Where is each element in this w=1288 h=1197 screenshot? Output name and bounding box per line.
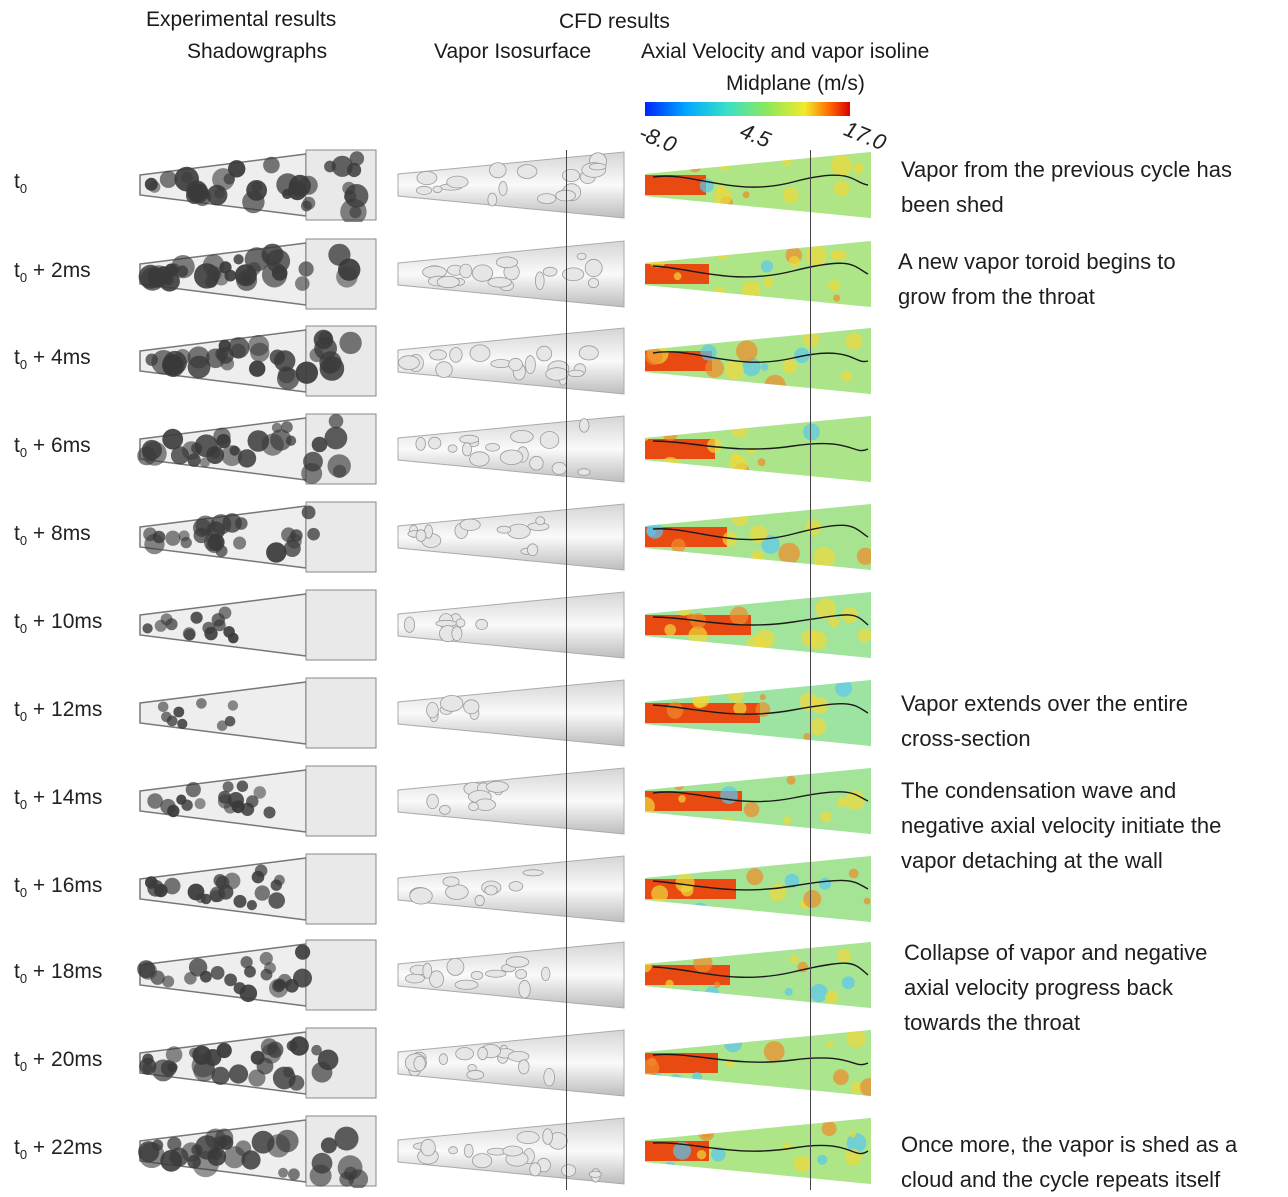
time-offset: + 20ms	[27, 1048, 102, 1071]
vapor-isosurface-image	[396, 239, 626, 309]
note-condensation-wave: The condensation wave and negative axial …	[901, 773, 1221, 878]
time-label: t0 + 16ms	[14, 874, 102, 900]
axial-velocity-map	[643, 150, 873, 220]
note-vapor-shed: Vapor from the previous cycle has been sh…	[901, 152, 1232, 222]
vapor-isosurface-header: Vapor Isosurface	[434, 40, 591, 64]
time-subscript: 0	[20, 709, 27, 724]
time-label: t0 + 14ms	[14, 786, 102, 812]
time-offset: + 2ms	[27, 259, 91, 282]
time-label: t0 + 18ms	[14, 960, 102, 986]
time-offset: + 14ms	[27, 786, 102, 809]
time-subscript: 0	[20, 1147, 27, 1162]
time-label: t0	[14, 170, 27, 196]
time-subscript: 0	[20, 1059, 27, 1074]
time-offset: + 22ms	[27, 1136, 102, 1159]
axial-velocity-map	[643, 590, 873, 660]
shadowgraph-image	[136, 588, 378, 662]
time-label: t0 + 10ms	[14, 610, 102, 636]
time-label: t0 + 8ms	[14, 522, 91, 548]
note-vapor-extends: Vapor extends over the entire cross-secti…	[901, 686, 1188, 756]
vapor-isosurface-image	[396, 766, 626, 836]
axial-velocity-map	[643, 1028, 873, 1098]
shadowgraph-image	[136, 324, 378, 398]
time-offset: + 12ms	[27, 698, 102, 721]
axial-velocity-header: Axial Velocity and vapor isoline	[641, 40, 929, 64]
vapor-isosurface-image	[396, 1028, 626, 1098]
axial-velocity-map	[643, 239, 873, 309]
time-subscript: 0	[20, 621, 27, 636]
time-subscript: 0	[20, 797, 27, 812]
time-offset: + 10ms	[27, 610, 102, 633]
time-offset: + 4ms	[27, 346, 91, 369]
vapor-isosurface-image	[396, 590, 626, 660]
time-label: t0 + 22ms	[14, 1136, 102, 1162]
time-label: t0 + 20ms	[14, 1048, 102, 1074]
time-subscript: 0	[20, 270, 27, 285]
axial-velocity-map	[643, 854, 873, 924]
vapor-isosurface-image	[396, 326, 626, 396]
reference-line-velocity	[810, 150, 811, 1190]
axial-velocity-map	[643, 940, 873, 1010]
time-offset: + 8ms	[27, 522, 91, 545]
time-label: t0 + 6ms	[14, 434, 91, 460]
vapor-isosurface-image	[396, 854, 626, 924]
axial-velocity-map	[643, 502, 873, 572]
time-subscript: 0	[20, 357, 27, 372]
vapor-isosurface-image	[396, 502, 626, 572]
time-row: t0 + 6ms	[0, 410, 1288, 490]
shadowgraph-image	[136, 764, 378, 838]
time-subscript: 0	[20, 181, 27, 196]
time-offset: + 16ms	[27, 874, 102, 897]
time-subscript: 0	[20, 533, 27, 548]
time-label: t0 + 12ms	[14, 698, 102, 724]
time-row: t0 + 8ms	[0, 498, 1288, 578]
time-subscript: 0	[20, 445, 27, 460]
vapor-isosurface-image	[396, 678, 626, 748]
reference-line-isosurface	[566, 150, 567, 1190]
time-offset: + 18ms	[27, 960, 102, 983]
axial-velocity-map	[643, 678, 873, 748]
shadowgraph-image	[136, 148, 378, 222]
vapor-isosurface-image	[396, 940, 626, 1010]
shadowgraph-image	[136, 1114, 378, 1188]
shadowgraph-image	[136, 938, 378, 1012]
note-collapse: Collapse of vapor and negative axial velo…	[904, 935, 1207, 1040]
time-row: t0 + 10ms	[0, 586, 1288, 666]
shadowgraph-image	[136, 412, 378, 486]
cfd-results-header: CFD results	[559, 10, 670, 34]
time-row: t0 + 4ms	[0, 322, 1288, 402]
shadowgraphs-header: Shadowgraphs	[187, 40, 327, 64]
shadowgraph-image	[136, 237, 378, 311]
time-label: t0 + 4ms	[14, 346, 91, 372]
velocity-colorbar	[645, 102, 850, 116]
time-subscript: 0	[20, 971, 27, 986]
note-toroid-growth: A new vapor toroid begins to grow from th…	[898, 244, 1176, 314]
midplane-units-label: Midplane (m/s)	[726, 72, 865, 96]
vapor-isosurface-image	[396, 1116, 626, 1186]
time-label: t0 + 2ms	[14, 259, 91, 285]
time-offset: + 6ms	[27, 434, 91, 457]
shadowgraph-image	[136, 1026, 378, 1100]
shadowgraph-image	[136, 852, 378, 926]
vapor-isosurface-image	[396, 150, 626, 220]
axial-velocity-map	[643, 1116, 873, 1186]
experimental-results-header: Experimental results	[146, 8, 336, 32]
shadowgraph-image	[136, 676, 378, 750]
shadowgraph-image	[136, 500, 378, 574]
axial-velocity-map	[643, 766, 873, 836]
axial-velocity-map	[643, 326, 873, 396]
axial-velocity-map	[643, 414, 873, 484]
time-subscript: 0	[20, 885, 27, 900]
vapor-isosurface-image	[396, 414, 626, 484]
note-cycle-repeats: Once more, the vapor is shed as a cloud a…	[901, 1127, 1237, 1197]
